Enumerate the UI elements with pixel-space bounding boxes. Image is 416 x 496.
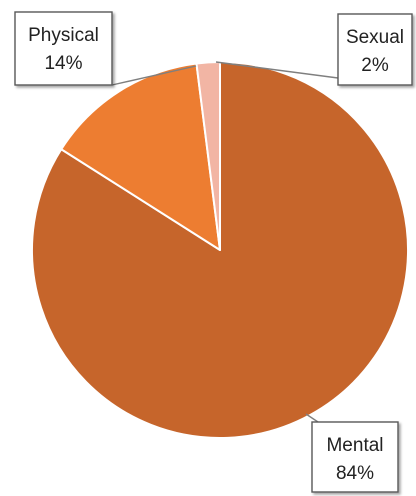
pie-slice-physical — [60, 62, 221, 251]
data-label-physical-value: 14% — [44, 53, 82, 74]
data-label-physical: Physical 14% — [14, 11, 113, 86]
leader-line-physical — [111, 65, 197, 86]
data-label-mental: Mental 84% — [311, 421, 399, 493]
data-label-physical-name: Physical — [28, 25, 99, 46]
data-label-mental-value: 84% — [336, 463, 374, 484]
data-label-sexual-value: 2% — [361, 55, 389, 76]
leader-line-sexual — [215, 61, 339, 79]
data-label-sexual: Sexual 2% — [337, 13, 413, 86]
data-label-mental-name: Mental — [326, 435, 383, 456]
pie-slices — [31, 60, 409, 439]
data-label-sexual-name: Sexual — [346, 27, 404, 48]
leader-line-mental — [305, 413, 319, 423]
